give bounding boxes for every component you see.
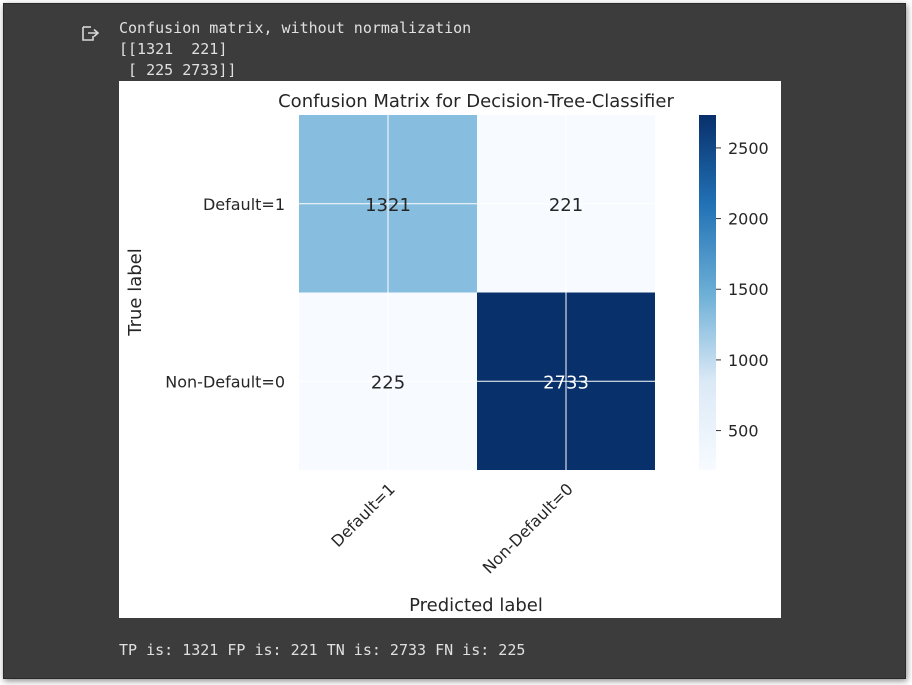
x-axis-label: Predicted label — [409, 595, 543, 616]
stdout-matrix-row-2: [ 225 2733]] — [119, 61, 237, 79]
cell-value-label: 2733 — [543, 372, 589, 393]
metrics-summary: TP is: 1321 FP is: 221 TN is: 2733 FN is… — [119, 641, 526, 659]
cell-value-label: 1321 — [365, 195, 411, 216]
y-axis-label: True label — [125, 248, 146, 337]
cell-value-label: 221 — [549, 195, 583, 216]
x-tick-label: Default=1 — [327, 479, 398, 550]
colorbar-tick-label: 500 — [728, 422, 759, 441]
colorbar — [699, 115, 716, 470]
y-tick-label: Non-Default=0 — [165, 372, 285, 391]
stdout-matrix-row-1: [[1321 221] — [119, 40, 228, 58]
chart-title: Confusion Matrix for Decision-Tree-Class… — [278, 91, 674, 112]
colorbar-tick-label: 2000 — [728, 210, 769, 229]
confusion-matrix-chart: Confusion Matrix for Decision-Tree-Class… — [125, 91, 769, 616]
x-tick-label: Non-Default=0 — [479, 479, 577, 577]
output-redirect-icon[interactable] — [80, 24, 100, 44]
confusion-matrix-figure: Confusion Matrix for Decision-Tree-Class… — [119, 81, 781, 618]
cell-value-label: 225 — [371, 372, 405, 393]
stdout-header: Confusion matrix, without normalization — [119, 19, 472, 37]
y-tick-label: Default=1 — [203, 195, 285, 214]
notebook-output-cell: Confusion matrix, without normalization [… — [3, 3, 906, 679]
colorbar-tick-label: 1500 — [728, 280, 769, 299]
colorbar-tick-label: 1000 — [728, 351, 769, 370]
stdout-text: Confusion matrix, without normalization [… — [119, 18, 471, 81]
colorbar-tick-label: 2500 — [728, 139, 769, 158]
